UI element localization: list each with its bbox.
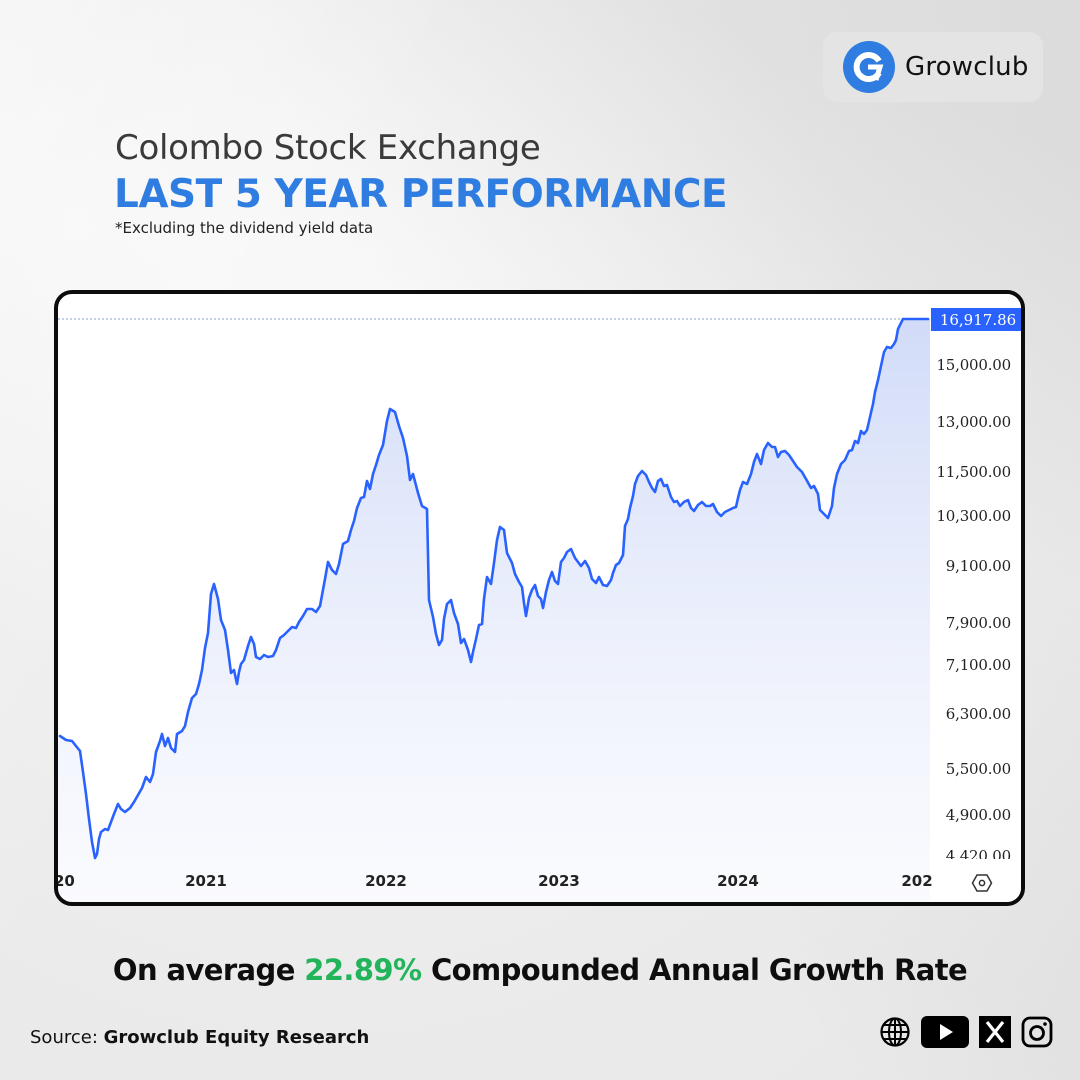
x-icon bbox=[979, 1016, 1011, 1048]
price-scale bbox=[930, 294, 1021, 902]
area-fill bbox=[58, 319, 930, 902]
cagr-suffix: Compounded Annual Growth Rate bbox=[421, 953, 968, 987]
chart-settings-button[interactable] bbox=[971, 872, 993, 894]
disclaimer-note: *Excluding the dividend yield data bbox=[115, 219, 374, 237]
settings-hexagon-icon bbox=[971, 874, 993, 892]
brand-badge: Growclub bbox=[823, 32, 1043, 102]
y-tick-label: 4,420.00 bbox=[945, 847, 1011, 859]
cagr-value: 22.89% bbox=[304, 953, 422, 987]
source-label: Source: bbox=[30, 1027, 104, 1048]
youtube-link[interactable] bbox=[921, 1016, 969, 1048]
x-tick-label: 20 bbox=[54, 872, 75, 890]
price-line bbox=[58, 317, 930, 860]
x-link[interactable] bbox=[979, 1016, 1011, 1048]
source-credit: Source: Growclub Equity Research bbox=[30, 1027, 369, 1048]
chart-card: 16,917.86 15,000.00 13,000.00 11,500.00 … bbox=[54, 290, 1025, 906]
instagram-icon bbox=[1021, 1016, 1053, 1048]
youtube-icon bbox=[921, 1016, 969, 1048]
x-tick-label: 2022 bbox=[365, 872, 407, 890]
x-tick-label: 2023 bbox=[538, 872, 580, 890]
y-tick-label: 10,300.00 bbox=[936, 507, 1011, 525]
cagr-prefix: On average bbox=[112, 953, 305, 987]
price-chart[interactable] bbox=[58, 294, 1021, 902]
last-price-label: 16,917.86 bbox=[931, 308, 1021, 331]
y-tick-label: 7,100.00 bbox=[945, 656, 1011, 674]
source-name: Growclub Equity Research bbox=[103, 1027, 370, 1048]
x-tick-label: 2024 bbox=[717, 872, 759, 890]
y-tick-label: 13,000.00 bbox=[936, 413, 1011, 431]
y-tick-label: 11,500.00 bbox=[936, 463, 1011, 481]
x-tick-label: 2021 bbox=[185, 872, 227, 890]
y-tick-label: 15,000.00 bbox=[936, 356, 1011, 374]
globe-icon bbox=[880, 1017, 910, 1047]
x-tick-label: 202 bbox=[901, 872, 933, 890]
page-subtitle: LAST 5 YEAR PERFORMANCE bbox=[114, 172, 728, 217]
y-tick-label: 4,900.00 bbox=[945, 806, 1011, 824]
social-links bbox=[879, 1016, 1053, 1048]
y-tick-label: 6,300.00 bbox=[945, 705, 1011, 723]
cagr-statement: On average 22.89% Compounded Annual Grow… bbox=[0, 953, 1080, 987]
page-title: Colombo Stock Exchange bbox=[115, 128, 541, 168]
brand-name: Growclub bbox=[905, 52, 1029, 82]
y-tick-label: 7,900.00 bbox=[945, 614, 1011, 632]
growclub-logo-icon bbox=[843, 41, 895, 93]
website-link[interactable] bbox=[879, 1016, 911, 1048]
y-tick-label: 5,500.00 bbox=[945, 760, 1011, 778]
y-tick-label: 9,100.00 bbox=[945, 557, 1011, 575]
instagram-link[interactable] bbox=[1021, 1016, 1053, 1048]
